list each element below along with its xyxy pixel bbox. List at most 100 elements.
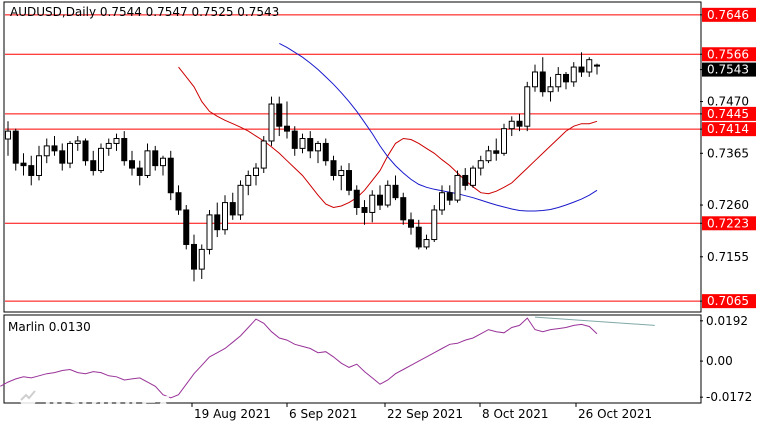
indicator-panel-frame bbox=[3, 314, 702, 404]
candle-body bbox=[82, 140, 89, 162]
candle bbox=[214, 202, 221, 238]
candle bbox=[121, 131, 128, 166]
candle-body bbox=[524, 86, 531, 127]
candle-body bbox=[594, 64, 600, 67]
candle bbox=[160, 155, 166, 176]
date-axis: 19 Aug 2021 6 Sep 2021 22 Sep 2021 8 Oct 20… bbox=[191, 403, 652, 421]
candle bbox=[508, 116, 515, 137]
level-price-tag bbox=[702, 294, 756, 309]
candle bbox=[377, 185, 383, 210]
indicator-label: Marlin 0.0130 bbox=[8, 320, 91, 334]
candle bbox=[245, 170, 252, 196]
candle-body bbox=[493, 150, 500, 154]
candle bbox=[555, 67, 562, 92]
candle bbox=[578, 52, 585, 77]
candle-body bbox=[152, 150, 159, 167]
candle bbox=[129, 150, 135, 176]
chart-title: AUDUSD,Daily 0.7544 0.7547 0.7525 0.7543 bbox=[10, 5, 279, 19]
candle-body bbox=[98, 147, 104, 172]
marlin-oscillator-line bbox=[0, 317, 598, 399]
candle-body bbox=[206, 214, 213, 250]
candle-body bbox=[400, 197, 407, 221]
candle bbox=[90, 150, 97, 176]
candle-body bbox=[369, 194, 376, 213]
candle bbox=[36, 145, 42, 181]
candle bbox=[268, 96, 275, 146]
candle-body bbox=[284, 125, 290, 132]
candle bbox=[586, 57, 593, 77]
candle bbox=[322, 138, 329, 166]
current-price-tag bbox=[702, 62, 756, 77]
oscillator-plot bbox=[0, 316, 655, 399]
candle-body bbox=[121, 138, 128, 162]
candle bbox=[144, 143, 151, 178]
candle bbox=[547, 76, 554, 102]
price-axis-label: 0.7543 bbox=[707, 63, 749, 77]
slow-moving-average-line bbox=[279, 42, 598, 212]
candle-body bbox=[477, 160, 484, 169]
candle-body bbox=[563, 73, 569, 83]
candle-body bbox=[105, 142, 112, 149]
date-axis-label: 22 Sep 2021 bbox=[387, 407, 463, 421]
candle-body bbox=[191, 243, 197, 270]
instaforex-watermark: instaforex Instant Forex Trading bbox=[18, 386, 170, 426]
moving-averages bbox=[178, 42, 598, 212]
candle bbox=[20, 153, 27, 176]
candle-body bbox=[454, 174, 461, 201]
candle bbox=[470, 165, 476, 188]
candle-body bbox=[113, 138, 120, 144]
candle bbox=[501, 123, 507, 156]
candle-body bbox=[555, 73, 562, 88]
candle-body bbox=[136, 167, 143, 176]
candle-body bbox=[322, 142, 329, 162]
candle bbox=[431, 205, 438, 243]
candle bbox=[532, 64, 538, 92]
price-axis-label: 0.7414 bbox=[707, 122, 749, 136]
candle-body bbox=[67, 142, 73, 164]
candle-body bbox=[586, 59, 593, 73]
horizontal-levels[interactable] bbox=[5, 14, 700, 302]
candle bbox=[516, 113, 523, 132]
candle bbox=[113, 133, 120, 151]
candle-body bbox=[446, 192, 453, 201]
candle bbox=[284, 101, 290, 139]
candle-body bbox=[338, 170, 345, 176]
date-axis-label: 8 Oct 2021 bbox=[482, 407, 549, 421]
watermark-brand: instaforex bbox=[44, 389, 170, 414]
candle bbox=[152, 145, 159, 171]
candle bbox=[98, 143, 104, 174]
candlesticks[interactable] bbox=[5, 52, 600, 282]
candle-body bbox=[12, 130, 19, 164]
candle-body bbox=[392, 184, 399, 199]
candle-body bbox=[51, 145, 58, 152]
candle bbox=[477, 155, 484, 176]
candle bbox=[299, 133, 306, 154]
candle-body bbox=[268, 103, 275, 142]
candle bbox=[175, 185, 182, 215]
candle bbox=[338, 165, 345, 191]
fast-moving-average-line bbox=[178, 66, 598, 209]
candle bbox=[51, 136, 58, 156]
candle-body bbox=[90, 160, 97, 172]
candle-body bbox=[43, 145, 50, 157]
candle-body bbox=[36, 155, 42, 176]
candle-body bbox=[229, 202, 236, 216]
candle bbox=[346, 163, 352, 196]
candle-body bbox=[508, 120, 515, 130]
candle-body bbox=[539, 71, 546, 93]
price-axis-label: 0.7065 bbox=[707, 294, 749, 308]
candle bbox=[392, 175, 399, 201]
candle bbox=[361, 200, 368, 225]
candle-body bbox=[415, 226, 422, 248]
candle bbox=[446, 185, 453, 206]
candle bbox=[594, 63, 600, 75]
candle-body bbox=[307, 138, 314, 152]
candle-body bbox=[346, 170, 352, 191]
candle-body bbox=[198, 248, 205, 270]
candle-body bbox=[222, 202, 228, 231]
candle bbox=[315, 140, 321, 164]
candle-body bbox=[167, 157, 174, 194]
candle bbox=[12, 128, 19, 171]
price-axis-label: 0.7365 bbox=[707, 146, 749, 160]
